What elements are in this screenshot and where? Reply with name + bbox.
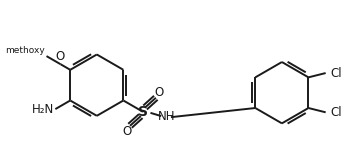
Text: Cl: Cl xyxy=(330,106,342,119)
Text: O: O xyxy=(155,86,164,99)
Text: methoxy: methoxy xyxy=(4,45,45,54)
Text: NH: NH xyxy=(158,110,175,123)
Text: O: O xyxy=(122,125,131,138)
Text: S: S xyxy=(138,105,148,119)
Text: H₂N: H₂N xyxy=(32,103,54,116)
Text: O: O xyxy=(55,50,65,63)
Text: Cl: Cl xyxy=(330,67,342,80)
